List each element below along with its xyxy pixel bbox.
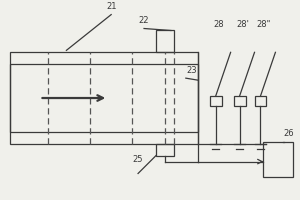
Bar (210, 96, 222, 106)
Text: 28: 28 (213, 20, 224, 29)
Bar (254, 96, 266, 106)
Text: 25: 25 (133, 155, 143, 164)
Text: 26: 26 (284, 129, 294, 138)
Bar (156, 144, 174, 156)
Bar (234, 96, 246, 106)
Bar (10, 52, 198, 144)
Text: 28': 28' (236, 20, 249, 29)
Text: 28": 28" (256, 20, 271, 29)
Text: 22: 22 (139, 16, 149, 25)
Bar (156, 30, 174, 52)
Bar (10, 64, 198, 132)
Text: 21: 21 (106, 2, 116, 11)
Text: 23: 23 (187, 66, 197, 75)
Bar (263, 142, 293, 177)
